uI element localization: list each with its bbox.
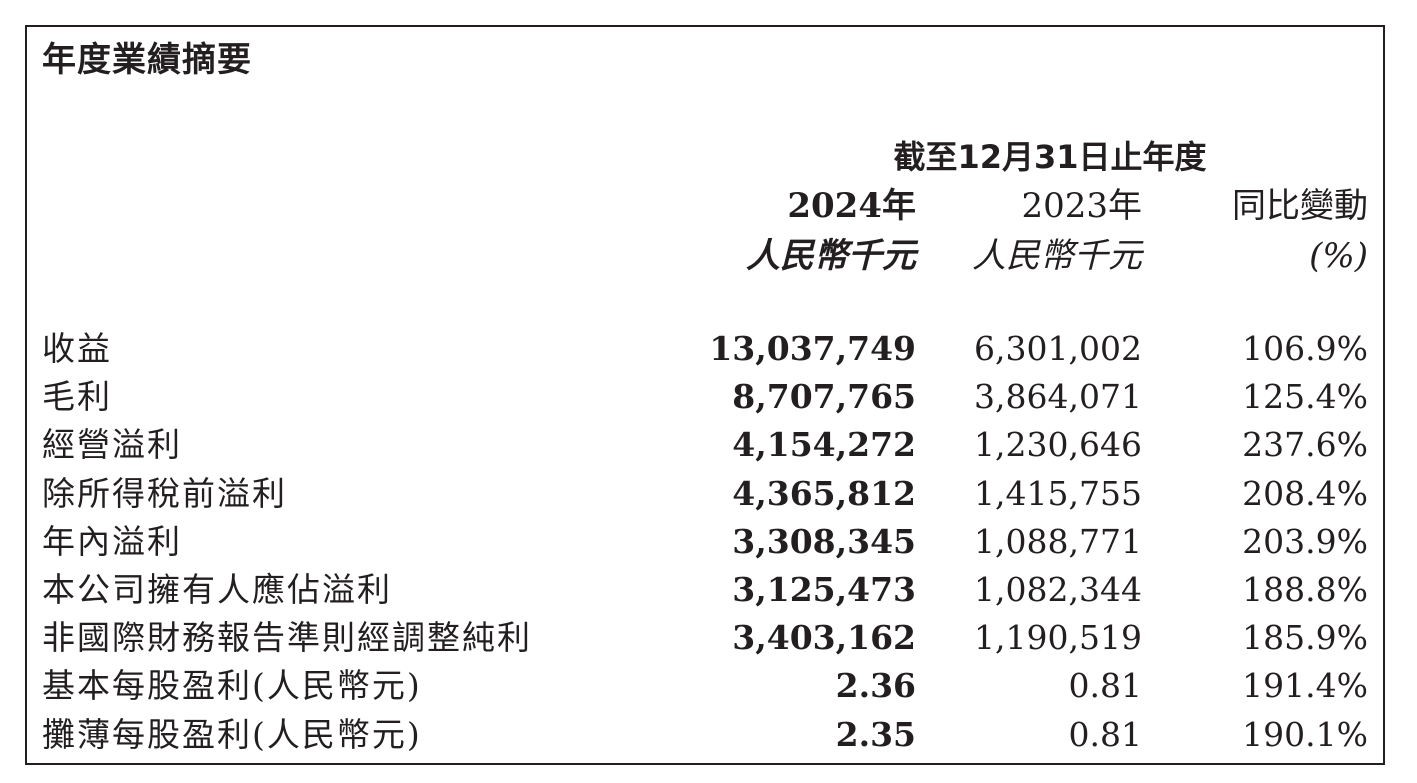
col-change-label: 同比變動 <box>1232 186 1368 226</box>
table-row: 基本每股盈利(人民幣元) 2.36 0.81 191.4% <box>40 662 1380 710</box>
value-2023: 0.81 <box>1068 666 1142 706</box>
period-header: 截至12月31日止年度 <box>893 138 1207 176</box>
value-2023: 0.81 <box>1068 714 1142 754</box>
results-table: 收益 13,037,749 6,301,002 106.9% 毛利 8,707,… <box>40 325 1380 759</box>
value-2023: 1,082,344 <box>974 569 1142 609</box>
value-2024: 8,707,765 <box>732 377 916 417</box>
table-row: 攤薄每股盈利(人民幣元) 2.35 0.81 190.1% <box>40 711 1380 759</box>
table-row: 經營溢利 4,154,272 1,230,646 237.6% <box>40 421 1380 469</box>
value-change: 191.4% <box>1242 666 1368 706</box>
row-label: 本公司擁有人應佔溢利 <box>42 569 392 609</box>
value-2023: 1,088,771 <box>974 521 1142 561</box>
table-row: 收益 13,037,749 6,301,002 106.9% <box>40 325 1380 373</box>
row-label: 經營溢利 <box>42 425 182 465</box>
col-2024-year: 2024年 <box>787 186 916 226</box>
table-row: 除所得稅前溢利 4,365,812 1,415,755 208.4% <box>40 470 1380 518</box>
value-change: 237.6% <box>1242 425 1368 465</box>
row-label: 毛利 <box>42 377 112 417</box>
col-2023-year: 2023年 <box>1021 186 1142 226</box>
value-change: 208.4% <box>1242 473 1368 513</box>
value-change: 203.9% <box>1242 521 1368 561</box>
value-2023: 1,415,755 <box>974 473 1142 513</box>
value-2024: 4,154,272 <box>732 425 916 465</box>
value-2024: 3,125,473 <box>732 569 916 609</box>
value-2024: 13,037,749 <box>709 329 916 368</box>
col-2024-unit: 人民幣千元 <box>746 236 916 276</box>
value-change: 106.9% <box>1242 329 1368 368</box>
value-2024: 4,365,812 <box>732 473 916 513</box>
row-label: 年內溢利 <box>42 521 182 561</box>
row-label: 非國際財務報告準則經調整純利 <box>42 618 532 658</box>
value-2023: 3,864,071 <box>974 377 1142 417</box>
section-title: 年度業績摘要 <box>42 40 252 80</box>
value-2024: 3,403,162 <box>732 618 916 658</box>
table-row: 非國際財務報告準則經調整純利 3,403,162 1,190,519 185.9… <box>40 614 1380 662</box>
col-2023-unit: 人民幣千元 <box>972 236 1142 276</box>
row-label: 攤薄每股盈利(人民幣元) <box>42 714 422 754</box>
row-label: 除所得稅前溢利 <box>42 473 287 513</box>
value-change: 190.1% <box>1242 714 1368 754</box>
value-change: 185.9% <box>1242 618 1368 658</box>
row-label: 基本每股盈利(人民幣元) <box>42 666 422 706</box>
summary-box <box>25 25 1385 765</box>
table-row: 年內溢利 3,308,345 1,088,771 203.9% <box>40 518 1380 566</box>
value-2024: 2.36 <box>835 666 916 706</box>
value-change: 125.4% <box>1242 377 1368 417</box>
value-2023: 1,230,646 <box>974 425 1142 465</box>
col-change-unit: (%) <box>1309 236 1368 276</box>
value-2024: 2.35 <box>835 714 916 754</box>
value-2024: 3,308,345 <box>732 521 916 561</box>
table-row: 本公司擁有人應佔溢利 3,125,473 1,082,344 188.8% <box>40 566 1380 614</box>
table-row: 毛利 8,707,765 3,864,071 125.4% <box>40 373 1380 421</box>
value-2023: 1,190,519 <box>974 618 1142 658</box>
value-2023: 6,301,002 <box>974 329 1142 368</box>
value-change: 188.8% <box>1242 569 1368 609</box>
row-label: 收益 <box>42 329 112 368</box>
